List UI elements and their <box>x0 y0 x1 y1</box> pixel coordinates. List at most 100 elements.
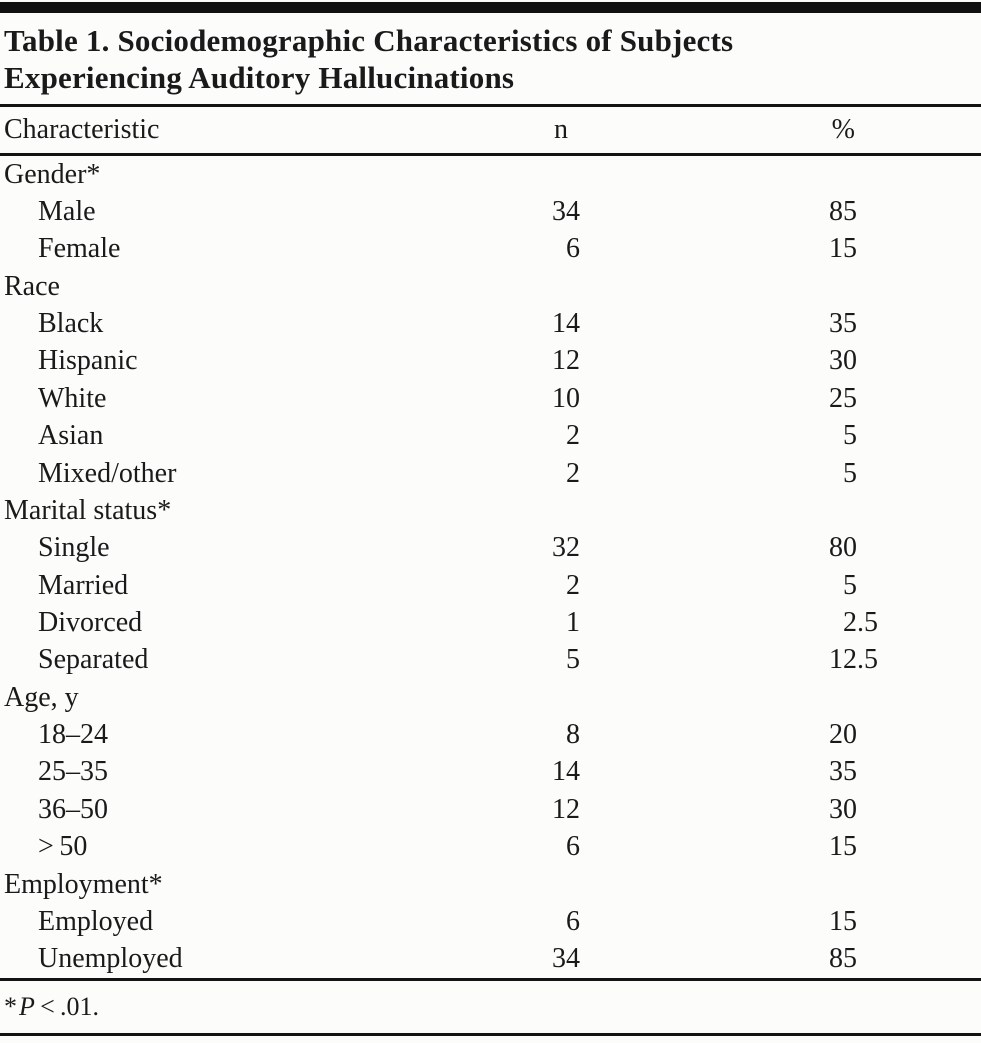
table-footnote: * P < .01. <box>0 981 981 1033</box>
row-label: Divorced <box>38 606 143 638</box>
row-label: Black <box>38 308 104 340</box>
header-n: n <box>461 114 681 146</box>
cell-percent: 12.5 <box>829 644 878 676</box>
cell-percent: 5 <box>843 569 857 601</box>
table-row-item: Black 14 35 <box>0 305 981 342</box>
row-label: Age, y <box>4 681 79 713</box>
table-row-item: Single 32 80 <box>0 530 981 567</box>
footnote-p-symbol: P <box>19 991 35 1021</box>
table-row-category: Marital status* <box>0 492 981 529</box>
row-label: Female <box>38 233 121 265</box>
header-n-label: n <box>554 114 568 145</box>
row-label: Unemployed <box>38 943 183 975</box>
cell-percent: 15 <box>829 233 857 265</box>
title-divider-rule <box>0 104 981 107</box>
table-row-item: Hispanic 12 30 <box>0 343 981 380</box>
row-label: Gender* <box>4 158 101 190</box>
table-title-line1: Table 1. Sociodemographic Characteristic… <box>4 23 734 58</box>
table-title-line2: Experiencing Auditory Hallucinations <box>4 60 515 95</box>
table-top-rule <box>0 2 981 13</box>
table-row-item: Separated 5 12.5 <box>0 642 981 679</box>
table-row-item: 18–24 8 20 <box>0 716 981 753</box>
cell-n: 12 <box>552 793 580 825</box>
cell-n: 32 <box>552 532 580 564</box>
cell-percent: 25 <box>829 382 857 414</box>
footnote-asterisk: * <box>4 991 18 1021</box>
cell-n: 2 <box>566 457 580 489</box>
table-row-item: Employed 6 15 <box>0 903 981 940</box>
table-header-row: Characteristic n % <box>0 107 981 153</box>
cell-percent: 20 <box>829 719 857 751</box>
row-label: White <box>38 382 107 414</box>
row-label: 25–35 <box>38 756 108 788</box>
header-characteristic: Characteristic <box>4 114 160 145</box>
table-row-item: Female 6 15 <box>0 231 981 268</box>
table-row-item: Divorced 1 2.5 <box>0 604 981 641</box>
row-label: Mixed/other <box>38 457 177 489</box>
cell-n: 1 <box>566 606 580 638</box>
row-label: Single <box>38 532 110 564</box>
cell-percent: 30 <box>829 345 857 377</box>
cell-percent: 80 <box>829 532 857 564</box>
row-label: Race <box>4 270 60 302</box>
row-label: Marital status* <box>4 494 172 526</box>
table-row-item: White 10 25 <box>0 380 981 417</box>
cell-n: 14 <box>552 308 580 340</box>
cell-n: 6 <box>566 831 580 863</box>
table-row-item: Asian 2 5 <box>0 418 981 455</box>
row-label: 18–24 <box>38 719 108 751</box>
cell-n: 2 <box>566 569 580 601</box>
cell-percent: 15 <box>829 831 857 863</box>
row-label: Separated <box>38 644 149 676</box>
body-divider-rule <box>0 977 981 981</box>
table-row-category: Gender* <box>0 156 981 193</box>
cell-n: 14 <box>552 756 580 788</box>
cell-percent: 5 <box>843 457 857 489</box>
cell-percent: 5 <box>843 420 857 452</box>
table-row-item: Mixed/other 2 5 <box>0 455 981 492</box>
footnote-condition: < .01. <box>34 991 99 1021</box>
table-row-category: Employment* <box>0 866 981 903</box>
table-row-item: Unemployed 34 85 <box>0 941 981 978</box>
row-label: Employment* <box>4 868 163 900</box>
cell-percent: 35 <box>829 756 857 788</box>
row-label: > 50 <box>38 831 88 863</box>
header-percent-spacer <box>857 114 981 146</box>
cell-n: 34 <box>552 943 580 975</box>
table-bottom-rule <box>0 1032 981 1036</box>
table-row-item: 25–35 14 35 <box>0 754 981 791</box>
cell-percent: 85 <box>829 196 857 228</box>
header-divider-rule <box>0 153 981 156</box>
row-label: Male <box>38 196 96 228</box>
cell-n: 6 <box>566 905 580 937</box>
cell-n: 6 <box>566 233 580 265</box>
table-title: Table 1. Sociodemographic Characteristic… <box>0 22 981 96</box>
cell-n: 5 <box>566 644 580 676</box>
row-label: Asian <box>38 420 104 452</box>
table-row-item: 36–50 12 30 <box>0 791 981 828</box>
row-label: 36–50 <box>38 793 108 825</box>
cell-n: 10 <box>552 382 580 414</box>
cell-percent: 85 <box>829 943 857 975</box>
row-label: Hispanic <box>38 345 138 377</box>
row-label: Married <box>38 569 129 601</box>
cell-n: 8 <box>566 719 580 751</box>
header-n-spacer <box>580 114 681 146</box>
table-row-item: Male 34 85 <box>0 193 981 230</box>
header-percent-label: % <box>831 114 855 145</box>
row-label: Employed <box>38 905 154 937</box>
cell-n: 2 <box>566 420 580 452</box>
table-row-item: > 50 6 15 <box>0 828 981 865</box>
cell-percent: 2.5 <box>843 606 878 638</box>
cell-percent: 35 <box>829 308 857 340</box>
table-row-category: Age, y <box>0 679 981 716</box>
cell-percent: 15 <box>829 905 857 937</box>
header-percent: % <box>681 114 981 146</box>
cell-n: 12 <box>552 345 580 377</box>
cell-percent: 30 <box>829 793 857 825</box>
cell-n: 34 <box>552 196 580 228</box>
table-row-category: Race <box>0 268 981 305</box>
table-body: Gender* Male 34 85 Female 6 15 Race Black 14 35 His… <box>0 156 981 978</box>
table-row-item: Married 2 5 <box>0 567 981 604</box>
